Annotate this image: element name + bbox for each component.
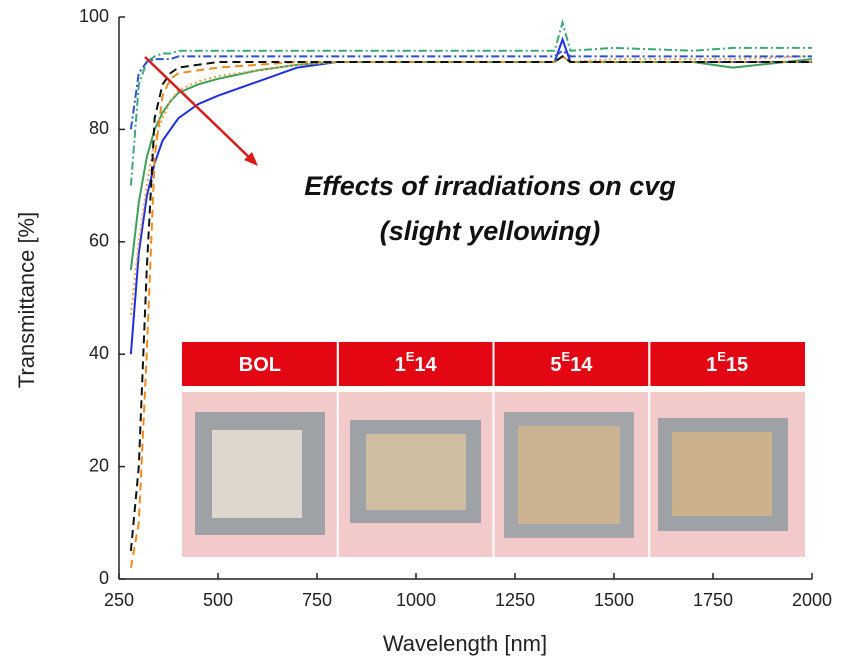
x-tick-label: 500 [203, 590, 233, 610]
header-part: 15 [726, 354, 748, 376]
inset-table: BOL 1E14 5E14 1E15 [182, 342, 805, 557]
y-tick-label: 40 [89, 343, 109, 363]
header-part: 1 [706, 354, 717, 376]
header-cell [494, 342, 650, 386]
plot-area: 0 20 40 60 80 100 250 500 750 1000 1250 1500 1750 200… [79, 6, 832, 610]
x-tick-label: 1500 [594, 590, 634, 610]
photo-sample [366, 434, 466, 510]
x-axis-label: Wavelength [nm] [383, 631, 547, 656]
header-part: 14 [414, 354, 437, 376]
header-sup: E [561, 349, 570, 364]
header-sup: E [717, 349, 726, 364]
photo-sample [212, 430, 302, 518]
series-line [129, 55, 813, 315]
header-label: BOL [239, 354, 281, 376]
x-tick-label: 2000 [792, 590, 832, 610]
header-label: 5E14 [550, 349, 593, 376]
y-tick-label: 80 [89, 118, 109, 138]
header-part: BOL [239, 354, 281, 376]
arrow-head [244, 152, 258, 166]
series-line [129, 49, 812, 130]
series-line [129, 18, 812, 186]
photo-sample [672, 432, 772, 516]
header-sup: E [406, 349, 415, 364]
y-tick-label: 20 [89, 455, 109, 475]
y-tick-label: 100 [79, 6, 109, 26]
header-cell [338, 342, 494, 386]
y-tick-label: 60 [89, 231, 109, 251]
photo-sample [518, 426, 620, 524]
header-cell [182, 342, 338, 386]
header-label: 1E15 [706, 349, 748, 376]
annotation: (slight yellowing) [380, 216, 601, 246]
x-tick-label: 1250 [495, 590, 535, 610]
x-tick-label: 250 [104, 590, 134, 610]
annotation-arrow [144, 56, 253, 161]
series-line [129, 55, 812, 551]
header-part: 14 [570, 354, 593, 376]
header-cell [650, 342, 805, 386]
header-part: 5 [550, 354, 561, 376]
x-tick-label: 1750 [693, 590, 733, 610]
y-tick-label: 0 [99, 568, 109, 588]
x-tick-label: 750 [302, 590, 332, 610]
annotation: Effects of irradiations on cvg [304, 171, 676, 201]
header-part: 1 [395, 354, 406, 376]
y-axis-label: Transmittance [%] [14, 212, 39, 388]
x-tick-label: 1000 [396, 590, 436, 610]
header-label: 1E14 [395, 349, 438, 376]
